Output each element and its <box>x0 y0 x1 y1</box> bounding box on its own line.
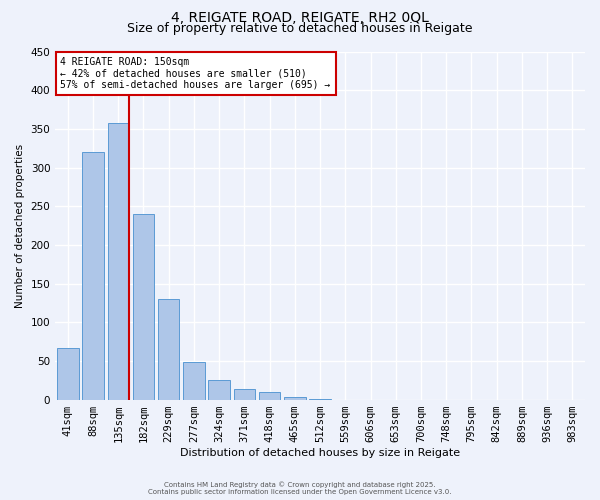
Text: 4 REIGATE ROAD: 150sqm
← 42% of detached houses are smaller (510)
57% of semi-de: 4 REIGATE ROAD: 150sqm ← 42% of detached… <box>61 56 331 90</box>
Y-axis label: Number of detached properties: Number of detached properties <box>15 144 25 308</box>
Bar <box>82 152 104 400</box>
Text: 4, REIGATE ROAD, REIGATE, RH2 0QL: 4, REIGATE ROAD, REIGATE, RH2 0QL <box>171 11 429 25</box>
Bar <box>158 299 179 400</box>
Bar <box>107 124 129 400</box>
Bar <box>259 392 280 400</box>
Text: Contains public sector information licensed under the Open Government Licence v3: Contains public sector information licen… <box>148 489 452 495</box>
Bar <box>208 380 230 400</box>
Bar <box>284 398 305 400</box>
X-axis label: Distribution of detached houses by size in Reigate: Distribution of detached houses by size … <box>180 448 460 458</box>
Bar <box>233 389 255 400</box>
Bar <box>57 348 79 400</box>
Bar <box>310 399 331 400</box>
Text: Contains HM Land Registry data © Crown copyright and database right 2025.: Contains HM Land Registry data © Crown c… <box>164 481 436 488</box>
Text: Size of property relative to detached houses in Reigate: Size of property relative to detached ho… <box>127 22 473 35</box>
Bar <box>183 362 205 400</box>
Bar <box>133 214 154 400</box>
